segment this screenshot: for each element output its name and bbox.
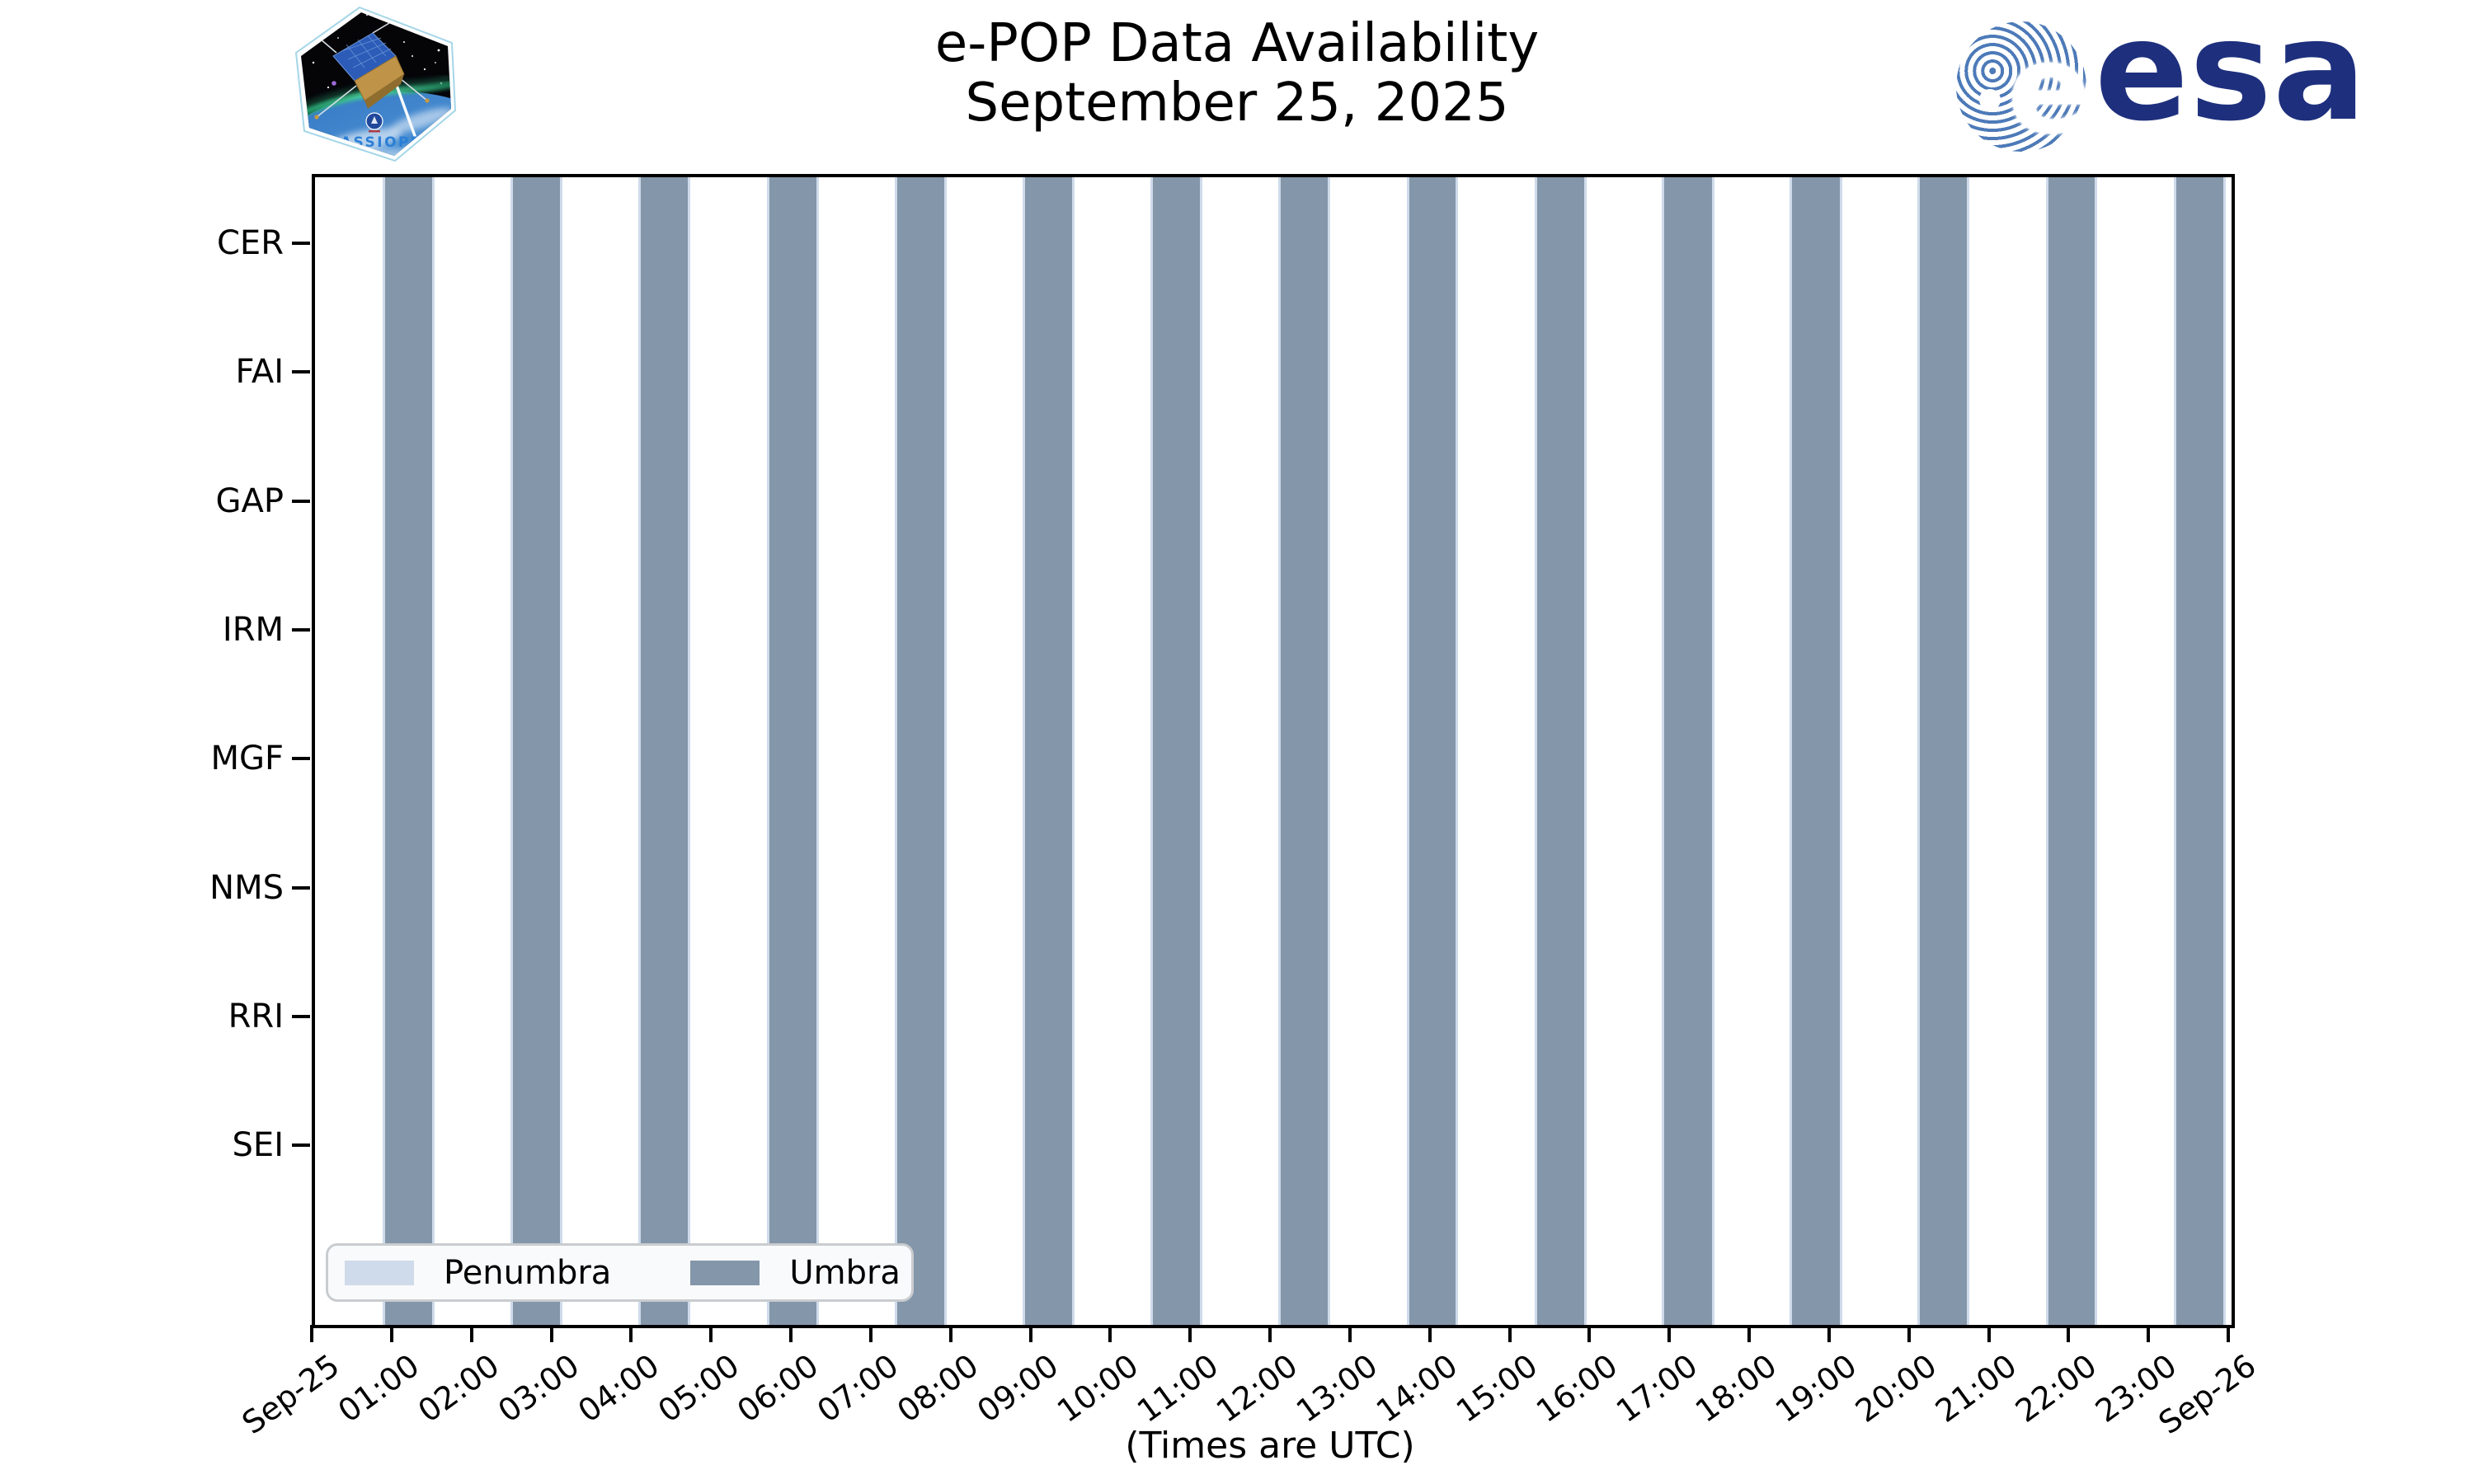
y-tick-mark [292,757,310,761]
x-tick-mark [789,1325,793,1342]
y-tick-label-mgf: MGF [210,740,284,778]
umbra-band [1406,177,1458,1325]
umbra-band [383,177,435,1325]
umbra-band [1662,177,1714,1325]
x-tick-mark [1507,1325,1512,1342]
x-tick-label-1800: 18:00 [1689,1347,1784,1430]
x-tick-mark [310,1325,313,1342]
x-tick-label-0800: 08:00 [891,1347,985,1430]
x-tick-mark [868,1325,872,1342]
umbra-band [894,177,948,1325]
x-axis-title: (Times are UTC) [1125,1425,1415,1467]
chart-title: e-POP Data Availability September 25, 20… [0,13,2474,134]
cassiope-mission-patch-icon: CASSIOPE [289,5,462,162]
y-tick-label-sei: SEI [232,1126,284,1165]
y-tick-label-irm: IRM [222,610,284,649]
umbra-band [1534,177,1587,1325]
x-tick-label-1600: 16:00 [1529,1347,1625,1430]
umbra-band [1022,177,1075,1325]
y-tick-mark [292,499,310,503]
esa-globe-dot [1979,89,2001,110]
x-tick-mark [1587,1325,1592,1342]
umbra-band [1277,177,1330,1325]
x-tick-label-0200: 02:00 [412,1347,506,1430]
x-tick-mark [1427,1325,1432,1342]
x-tick-label-0700: 07:00 [811,1347,905,1430]
y-tick-label-rri: RRI [228,997,284,1036]
legend: Penumbra Umbra [326,1243,914,1302]
x-tick-mark [1268,1325,1272,1342]
x-tick-mark [948,1325,952,1342]
legend-label-umbra: Umbra [789,1253,901,1292]
x-tick-mark [2067,1325,2071,1342]
chart-title-line1: e-POP Data Availability [934,13,1540,74]
x-tick-label-0900: 09:00 [970,1347,1065,1430]
x-tick-label-0100: 01:00 [332,1347,426,1430]
x-tick-label-1400: 14:00 [1370,1347,1465,1430]
x-tick-label-1700: 17:00 [1609,1347,1705,1430]
y-tick-mark [292,885,310,890]
x-tick-label-1000: 10:00 [1050,1347,1145,1430]
esa-logo: e esa [1953,0,2366,162]
umbra-band [1917,177,1970,1325]
x-tick-label-1200: 12:00 [1210,1347,1305,1430]
umbra-band [1790,177,1842,1325]
chart-title-line2: September 25, 2025 [965,72,1509,134]
x-tick-mark [1987,1325,1991,1342]
x-tick-mark [709,1325,713,1342]
x-tick-label-1900: 19:00 [1769,1347,1864,1430]
y-tick-mark [292,627,310,632]
x-tick-mark [549,1325,553,1342]
umbra-band [2046,177,2098,1325]
umbra-band [1150,177,1202,1325]
x-tick-mark [1348,1325,1352,1342]
y-tick-label-cer: CER [217,224,284,262]
esa-globe-icon: e [1956,18,2091,162]
x-tick-label-2000: 20:00 [1849,1347,1944,1430]
y-tick-label-fai: FAI [235,353,285,392]
umbra-band [510,177,563,1325]
x-tick-mark [2147,1325,2151,1342]
x-tick-mark [1028,1325,1032,1342]
x-tick-label-0300: 03:00 [491,1347,586,1430]
umbra-band [766,177,820,1325]
y-tick-mark [292,1144,310,1148]
penumbra-swatch [345,1260,414,1285]
esa-globe-e: e [2007,18,2091,162]
y-tick-mark [292,1014,310,1018]
y-tick-label-gap: GAP [215,481,284,520]
x-tick-label-1500: 15:00 [1449,1347,1545,1430]
umbra-band [638,177,691,1325]
x-tick-mark [629,1325,633,1342]
x-tick-label-2100: 21:00 [1928,1347,2024,1430]
x-tick-mark [469,1325,473,1342]
x-tick-label-0600: 06:00 [731,1347,825,1430]
x-tick-mark [1907,1325,1911,1342]
umbra-band [2174,177,2227,1325]
x-tick-label-0500: 05:00 [651,1347,746,1430]
umbra-swatch [690,1260,760,1285]
x-tick-mark [1188,1325,1192,1342]
x-tick-mark [1827,1325,1831,1342]
y-tick-mark [292,242,310,245]
x-tick-mark [1747,1325,1751,1342]
x-tick-mark [2227,1325,2230,1342]
x-tick-label-2200: 22:00 [2008,1347,2104,1430]
plot-area [312,174,2235,1328]
x-tick-mark [1667,1325,1672,1342]
x-tick-mark [389,1325,393,1342]
x-tick-label-1300: 13:00 [1290,1347,1385,1430]
x-tick-mark [1108,1325,1112,1342]
esa-wordmark: esa [2095,0,2368,152]
y-tick-mark [292,370,310,374]
legend-label-penumbra: Penumbra [444,1253,612,1292]
x-tick-label-0400: 04:00 [571,1347,666,1430]
x-tick-label-1100: 11:00 [1130,1347,1225,1430]
y-tick-label-nms: NMS [209,868,284,907]
